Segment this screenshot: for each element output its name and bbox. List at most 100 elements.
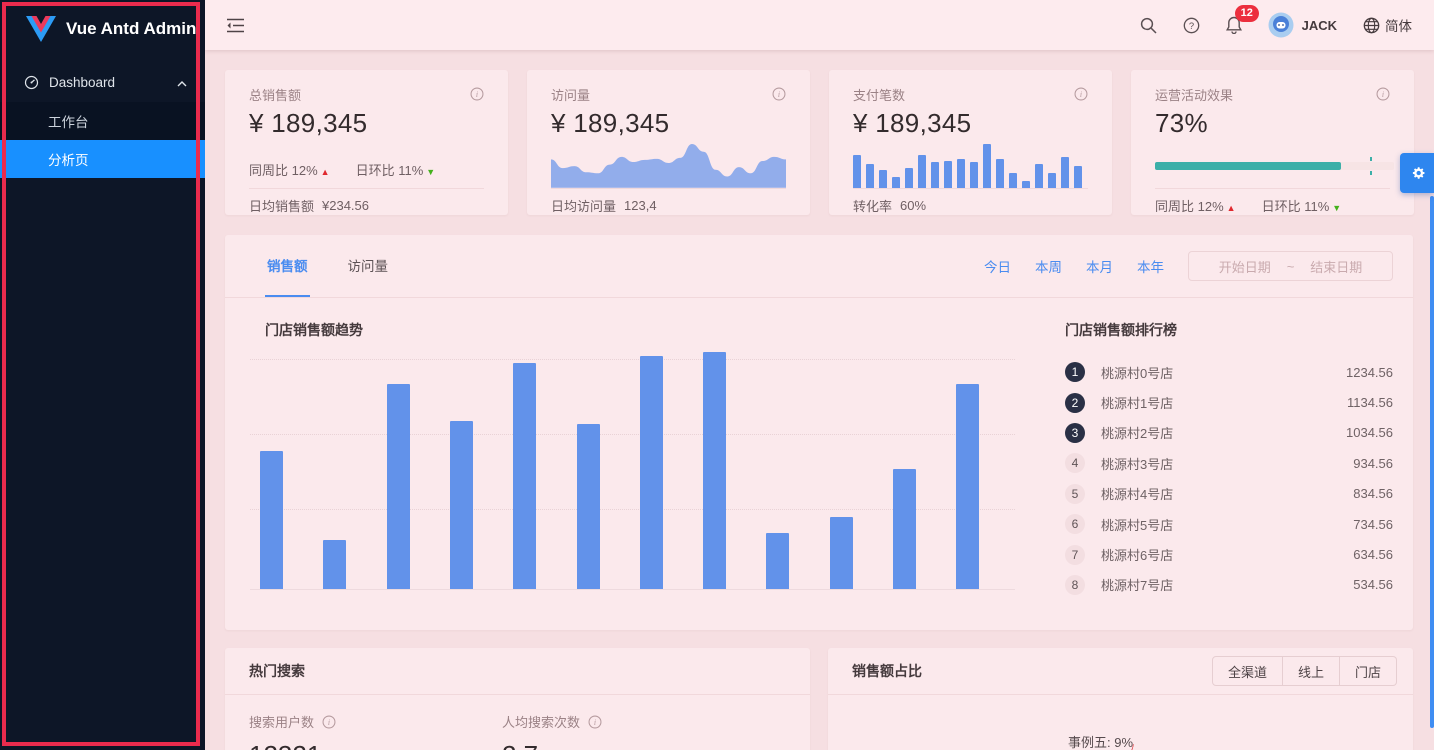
ranking-title: 门店销售额排行榜 bbox=[1065, 322, 1177, 338]
trend-up-icon: ▲ bbox=[320, 167, 330, 177]
card-value: ¥ 189,345 bbox=[853, 108, 972, 138]
store-amount: 734.56 bbox=[1353, 516, 1393, 532]
sales-panel: 销售额 访问量 今日 本周 本月 本年 开始日期 ~ 结束日期 门店销售额趋势 门店销… bbox=[225, 235, 1413, 630]
scrollbar-thumb[interactable] bbox=[1430, 196, 1434, 728]
trend-down-icon: ▼ bbox=[1332, 203, 1342, 213]
mini-bar bbox=[1048, 173, 1056, 188]
bar bbox=[260, 451, 283, 589]
mini-bar bbox=[1009, 173, 1017, 188]
ranking-row: 7 桃源村6号店 634.56 bbox=[1065, 539, 1393, 569]
mini-bar bbox=[970, 162, 978, 188]
settings-drawer-button[interactable] bbox=[1400, 153, 1434, 193]
footer-value: 60% bbox=[900, 198, 927, 213]
tab-sales[interactable]: 销售额 bbox=[265, 235, 310, 297]
trend-down-icon: ▼ bbox=[426, 167, 436, 177]
mini-bar bbox=[996, 159, 1004, 188]
help-icon[interactable]: ? bbox=[1183, 17, 1200, 34]
store-name: 桃源村5号店 bbox=[1101, 517, 1174, 533]
menu-fold-icon[interactable] bbox=[227, 18, 244, 33]
x-axis bbox=[250, 589, 1015, 590]
rank-badge: 2 bbox=[1065, 392, 1085, 413]
stats-row: 总销售额 i ¥ 189,345 同周比 12% ▲ 日环比 11% ▼ 日均销售额… bbox=[225, 70, 1414, 215]
metric-search-users: 搜索用户数 i 12321 71.2▲ bbox=[249, 712, 502, 750]
channel-button[interactable]: 全渠道 bbox=[1211, 656, 1283, 686]
ranking-row: 5 桃源村4号店 834.56 bbox=[1065, 479, 1393, 509]
header-actions: ? 12 JACK bbox=[1140, 5, 1434, 38]
svg-text:?: ? bbox=[1188, 20, 1193, 31]
metric-value: 12321 bbox=[249, 740, 321, 750]
rank-badge: 8 bbox=[1065, 574, 1085, 595]
channel-button-group: 全渠道 线上 门店 bbox=[1211, 656, 1397, 686]
panel-filters: 今日 本周 本月 本年 开始日期 ~ 结束日期 bbox=[984, 235, 1393, 297]
ranking-row: 1 桃源村0号店 1234.56 bbox=[1065, 357, 1393, 387]
footer-value: 123,4 bbox=[624, 198, 657, 213]
footer-label: 转化率 bbox=[853, 199, 893, 214]
svg-text:i: i bbox=[1382, 90, 1384, 99]
ranking-row: 4 桃源村3号店 934.56 bbox=[1065, 448, 1393, 478]
app-title: Vue Antd Admin bbox=[66, 19, 197, 38]
store-amount: 634.56 bbox=[1353, 547, 1393, 563]
bar bbox=[513, 363, 536, 589]
mini-bar bbox=[918, 155, 926, 188]
svg-text:i: i bbox=[328, 717, 330, 726]
card-title: 总销售额 bbox=[249, 87, 302, 103]
store-name: 桃源村4号店 bbox=[1101, 487, 1174, 503]
info-icon[interactable]: i bbox=[1074, 87, 1088, 101]
tab-visits[interactable]: 访问量 bbox=[347, 259, 389, 274]
sidebar-item-dashboard[interactable]: Dashboard bbox=[0, 62, 205, 102]
vue-logo-icon bbox=[26, 15, 56, 42]
sidebar-subitem[interactable]: 工作台 bbox=[48, 115, 89, 130]
store-name: 桃源村1号店 bbox=[1101, 396, 1174, 412]
bar bbox=[956, 384, 979, 589]
sidebar: Vue Antd Admin Dashboard 工作台分析页 bbox=[0, 0, 205, 750]
bar bbox=[577, 424, 600, 589]
channel-button[interactable]: 线上 bbox=[1282, 656, 1340, 686]
quick-filter-link[interactable]: 本年 bbox=[1137, 260, 1164, 275]
mini-bar bbox=[957, 159, 965, 188]
sales-tabbar: 销售额 访问量 今日 本周 本月 本年 开始日期 ~ 结束日期 bbox=[225, 235, 1413, 298]
search-icon[interactable] bbox=[1140, 17, 1157, 34]
app-logo[interactable]: Vue Antd Admin bbox=[0, 0, 205, 58]
mini-bar bbox=[1035, 164, 1043, 188]
progress-target-marker bbox=[1370, 171, 1373, 175]
chevron-up-icon bbox=[177, 75, 187, 90]
sales-ranking: 门店销售额排行榜 1 桃源村0号店 1234.56 2 桃源村1号店 1134.56 3 桃源… bbox=[1065, 320, 1393, 600]
card-title: 访问量 bbox=[551, 87, 591, 103]
info-icon[interactable]: i bbox=[1376, 87, 1390, 101]
quick-filter-link[interactable]: 今日 bbox=[984, 260, 1011, 275]
end-date-placeholder[interactable]: 结束日期 bbox=[1310, 259, 1363, 275]
language-switcher[interactable]: 简体 bbox=[1363, 15, 1412, 35]
campaign-progress-bar bbox=[1155, 157, 1394, 175]
info-icon[interactable]: i bbox=[470, 87, 484, 101]
divider bbox=[551, 188, 786, 189]
date-range-picker[interactable]: 开始日期 ~ 结束日期 bbox=[1188, 251, 1393, 281]
card-title: 运营活动效果 bbox=[1155, 87, 1234, 103]
mini-bar bbox=[1022, 181, 1030, 188]
channel-button[interactable]: 门店 bbox=[1339, 656, 1397, 686]
ranking-list: 1 桃源村0号店 1234.56 2 桃源村1号店 1134.56 3 桃源村2号店 1034.… bbox=[1065, 357, 1393, 600]
notifications-button[interactable]: 12 bbox=[1225, 5, 1259, 34]
top-header: ? 12 JACK bbox=[205, 0, 1434, 50]
info-icon[interactable]: i bbox=[772, 87, 786, 101]
quick-filter-link[interactable]: 本周 bbox=[1035, 260, 1062, 275]
card-payments: 支付笔数 i ¥ 189,345 转化率 60% bbox=[829, 70, 1112, 215]
user-menu[interactable]: JACK bbox=[1268, 12, 1337, 38]
info-icon[interactable]: i bbox=[588, 715, 602, 729]
store-name: 桃源村3号店 bbox=[1101, 456, 1174, 472]
card-value: ¥ 189,345 bbox=[249, 108, 368, 138]
quick-filter-link[interactable]: 本月 bbox=[1086, 260, 1113, 275]
card-visits: 访问量 i ¥ 189,345 日均访问量 123,4 bbox=[527, 70, 810, 215]
pie-slice-label: 事例五: 9% bbox=[1068, 735, 1134, 750]
footer-label: 日均访问量 bbox=[551, 199, 617, 214]
sidebar-subitem[interactable]: 分析页 bbox=[0, 140, 205, 178]
globe-icon bbox=[1363, 17, 1380, 33]
sidebar-menu: Dashboard 工作台分析页 bbox=[0, 62, 205, 178]
metric-value: 2.7 bbox=[502, 740, 538, 750]
bar bbox=[450, 421, 473, 589]
mini-bar bbox=[866, 164, 874, 188]
payments-mini-bar-chart bbox=[853, 142, 1088, 188]
bar bbox=[703, 352, 726, 589]
info-icon[interactable]: i bbox=[322, 715, 336, 729]
start-date-placeholder[interactable]: 开始日期 bbox=[1218, 259, 1271, 275]
